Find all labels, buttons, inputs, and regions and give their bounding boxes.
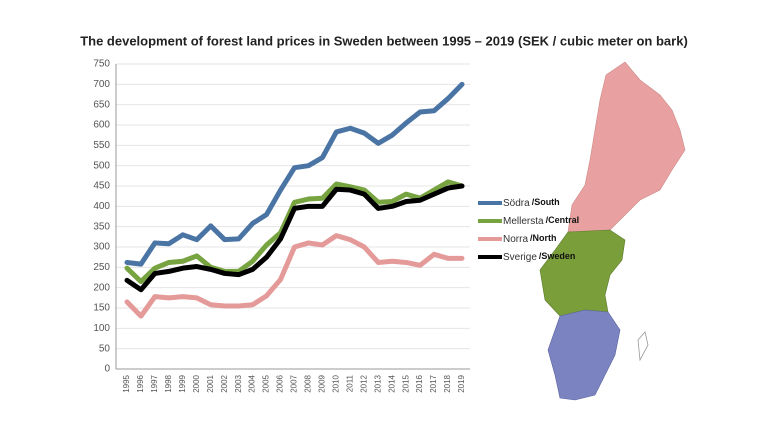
x-tick-label: 1998 [164,374,173,392]
y-tick-label: 500 [93,160,110,171]
x-tick-label: 2012 [359,374,368,392]
series-line [124,179,465,285]
y-tick-label: 450 [93,181,110,192]
x-tick-label: 2009 [318,374,327,392]
x-tick-label: 2002 [220,374,229,392]
y-tick-label: 700 [93,79,110,90]
legend-name: Norra [503,234,528,245]
legend-label: Norra/North [503,233,557,244]
legend-label: Sverige/Sweden [503,251,575,262]
x-tick-label: 2019 [457,374,466,392]
legend-label: Södra/South [503,197,560,208]
x-tick-label: 1997 [150,374,159,392]
y-tick-label: 750 [93,59,110,70]
x-tick-label: 2014 [387,374,396,392]
x-tick-label: 2003 [234,374,243,392]
x-tick-label: 2001 [206,374,215,392]
y-tick-label: 0 [104,364,110,375]
y-tick-label: 300 [93,242,110,253]
x-tick-label: 2015 [401,374,410,392]
x-tick-label: 2008 [304,374,313,392]
y-tick-label: 650 [93,99,110,110]
legend-name-en: /Central [546,215,580,225]
legend-name-en: /South [532,197,560,207]
series-line [124,183,465,293]
y-tick-label: 350 [93,221,110,232]
x-tick-label: 2011 [345,374,354,392]
chart-title: The development of forest land prices in… [80,33,688,48]
y-tick-label: 250 [93,262,110,273]
series-line [124,81,465,267]
x-tick-label: 1999 [178,374,187,392]
map-south [547,309,621,401]
legend-label: Mellersta/Central [503,215,579,226]
legend-name: Mellersta [503,216,544,227]
x-tick-label: 2010 [331,374,340,392]
x-tick-label: 2017 [429,374,438,392]
x-tick-label: 2006 [276,374,285,392]
x-tick-label: 2004 [248,374,257,392]
x-tick-label: 2000 [192,374,201,392]
legend-name: Sverige [503,252,537,263]
x-tick-label: 2018 [443,374,452,392]
y-tick-label: 50 [99,343,111,354]
y-tick-label: 150 [93,303,110,314]
y-tick-label: 600 [93,120,110,131]
series-line [124,233,465,319]
y-tick-label: 200 [93,282,110,293]
y-tick-label: 550 [93,140,110,151]
legend-name-en: /North [530,233,557,243]
legend-name-en: /Sweden [539,251,576,261]
map [539,61,686,401]
x-tick-label: 2005 [262,374,271,392]
x-tick-label: 2016 [415,374,424,392]
y-tick-label: 100 [93,323,110,334]
map-island [637,331,649,362]
x-tick-label: 1996 [136,374,145,392]
map-north [567,61,686,233]
x-tick-label: 2007 [290,374,299,392]
legend-name: Södra [503,198,530,209]
x-tick-label: 1995 [122,374,131,392]
x-tick-label: 2013 [373,374,382,392]
y-tick-label: 400 [93,201,110,212]
